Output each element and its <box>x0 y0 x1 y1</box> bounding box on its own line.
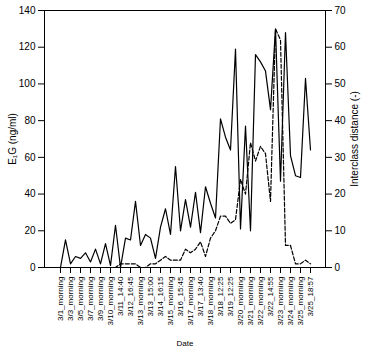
svg-text:0: 0 <box>335 262 341 273</box>
svg-text:3/20_morning: 3/20_morning <box>236 277 245 326</box>
svg-text:50: 50 <box>335 78 347 89</box>
svg-text:120: 120 <box>19 41 36 52</box>
svg-text:3/18_12:25: 3/18_12:25 <box>216 276 225 317</box>
svg-text:3/15_morning: 3/15_morning <box>166 277 175 326</box>
svg-text:Date: Date <box>177 339 194 348</box>
svg-text:3/18_morning: 3/18_morning <box>206 277 215 326</box>
svg-text:60: 60 <box>24 152 36 163</box>
svg-text:3/21_morning: 3/21_morning <box>246 277 255 326</box>
svg-text:30: 30 <box>335 152 347 163</box>
svg-text:60: 60 <box>335 41 347 52</box>
svg-text:3/24_morning: 3/24_morning <box>286 277 295 326</box>
svg-text:20: 20 <box>24 225 36 236</box>
svg-text:40: 40 <box>335 115 347 126</box>
svg-text:3/25_18:57: 3/25_18:57 <box>306 276 315 317</box>
svg-text:3/9_morning: 3/9_morning <box>96 277 105 321</box>
svg-text:3/12_16:45: 3/12_16:45 <box>126 276 135 317</box>
svg-text:10: 10 <box>335 225 347 236</box>
svg-text:80: 80 <box>24 115 36 126</box>
svg-text:3/13_15:00: 3/13_15:00 <box>146 276 155 317</box>
svg-text:3/7_morning: 3/7_morning <box>86 277 95 321</box>
svg-text:3/13_morning: 3/13_morning <box>136 277 145 326</box>
svg-text:140: 140 <box>19 5 36 16</box>
svg-text:3/1_morning: 3/1_morning <box>56 277 65 321</box>
svg-text:3/22_14:55: 3/22_14:55 <box>266 276 275 317</box>
svg-text:3/14_16:15: 3/14_16:15 <box>156 276 165 317</box>
svg-text:3/3_morning: 3/3_morning <box>66 277 75 321</box>
svg-text:3/16_15:45: 3/16_15:45 <box>176 276 185 317</box>
svg-text:100: 100 <box>19 78 36 89</box>
svg-text:20: 20 <box>335 188 347 199</box>
svg-text:3/25_morning: 3/25_morning <box>296 277 305 326</box>
svg-text:3/17_13:40: 3/17_13:40 <box>196 276 205 317</box>
svg-text:Interclass distance (-): Interclass distance (-) <box>349 91 360 187</box>
svg-text:3/10_morning: 3/10_morning <box>106 277 115 326</box>
svg-text:70: 70 <box>335 5 347 16</box>
svg-text:E₁G (ng/ml): E₁G (ng/ml) <box>7 113 18 165</box>
svg-text:3/17_morning: 3/17_morning <box>186 277 195 326</box>
svg-text:3/11_14:40: 3/11_14:40 <box>116 276 125 316</box>
svg-text:3/23_morning: 3/23_morning <box>276 277 285 326</box>
svg-text:40: 40 <box>24 188 36 199</box>
svg-text:0: 0 <box>30 262 36 273</box>
svg-text:3/19_12:25: 3/19_12:25 <box>226 276 235 317</box>
svg-text:3/5_morning: 3/5_morning <box>76 277 85 321</box>
svg-text:3/22_morning: 3/22_morning <box>256 277 265 326</box>
